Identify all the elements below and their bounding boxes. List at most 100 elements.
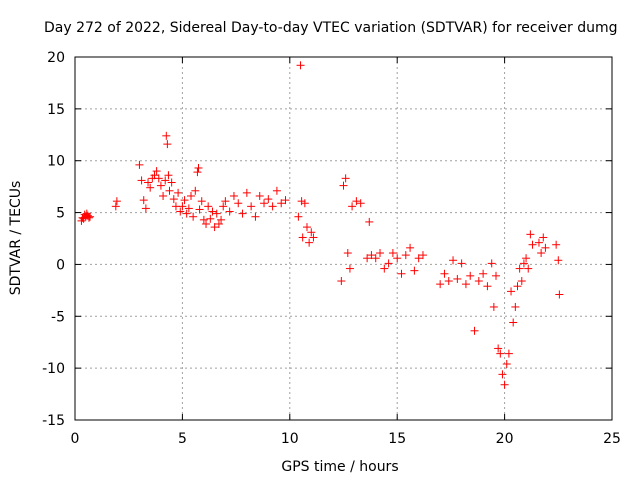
data-point: [186, 191, 195, 200]
data-point: [111, 202, 120, 211]
data-point: [449, 256, 458, 265]
data-point: [193, 168, 202, 177]
data-point: [137, 176, 146, 185]
data-point: [519, 259, 528, 268]
data-point: [345, 264, 354, 273]
data-point: [298, 233, 307, 242]
data-point: [504, 349, 513, 358]
axis-ticks: [74, 56, 613, 421]
data-point: [487, 259, 496, 268]
data-point: [522, 254, 531, 263]
data-point: [202, 219, 211, 228]
y-tick-label: -10: [42, 361, 65, 377]
chart-title: Day 272 of 2022, Sidereal Day-to-day VTE…: [44, 20, 618, 36]
data-point: [184, 204, 193, 213]
data-point: [483, 282, 492, 291]
data-point: [554, 256, 563, 265]
data-point: [294, 212, 303, 221]
data-point: [552, 240, 561, 249]
data-point: [363, 254, 372, 263]
data-point: [371, 254, 380, 263]
data-point: [86, 212, 95, 221]
data-point: [539, 233, 548, 242]
y-tick-label: -15: [42, 413, 65, 429]
data-point: [528, 240, 537, 249]
data-point: [242, 188, 251, 197]
data-point: [401, 251, 410, 260]
data-point: [214, 219, 223, 228]
data-point: [534, 238, 543, 247]
data-point: [474, 277, 483, 286]
data-point: [165, 186, 174, 195]
y-tick-label: 0: [56, 257, 65, 273]
data-point: [500, 380, 509, 389]
data-point: [167, 178, 176, 187]
plot-frame: [74, 56, 613, 421]
data-point: [515, 264, 524, 273]
data-point: [466, 271, 475, 280]
y-tick-label: -5: [51, 309, 65, 325]
data-point: [513, 282, 522, 291]
data-point: [440, 269, 449, 278]
data-point: [139, 196, 148, 205]
data-point: [436, 280, 445, 289]
x-tick-label: 25: [603, 431, 621, 447]
data-point: [161, 176, 170, 185]
data-point: [141, 204, 150, 213]
data-point: [229, 191, 238, 200]
x-tick-label: 0: [71, 431, 80, 447]
data-point: [541, 243, 550, 252]
data-point: [156, 181, 165, 190]
data-point: [461, 280, 470, 289]
data-point: [212, 209, 221, 218]
data-point: [302, 223, 311, 232]
data-point: [217, 215, 226, 224]
data-point: [164, 171, 173, 180]
data-point: [146, 183, 155, 192]
data-point: [199, 215, 208, 224]
data-point: [83, 211, 92, 220]
data-point: [268, 202, 277, 211]
data-point: [393, 254, 402, 263]
data-point: [178, 202, 187, 211]
data-point: [195, 205, 204, 214]
data-point: [169, 195, 178, 204]
y-tick-label: 5: [56, 206, 65, 222]
data-point: [197, 197, 206, 206]
data-point: [380, 264, 389, 273]
data-point: [80, 210, 89, 219]
data-point: [509, 318, 518, 327]
data-point: [555, 290, 564, 299]
data-point: [365, 217, 374, 226]
data-point: [206, 214, 215, 223]
data-point: [337, 277, 346, 286]
data-point: [154, 174, 163, 183]
data-point: [191, 186, 200, 195]
data-point: [309, 233, 318, 242]
data-point: [296, 61, 305, 70]
x-tick-label: 10: [281, 431, 299, 447]
data-point: [194, 163, 203, 172]
data-point: [189, 212, 198, 221]
data-point: [453, 274, 462, 283]
data-point: [255, 191, 264, 200]
data-point: [498, 370, 507, 379]
x-tick-label: 5: [178, 431, 187, 447]
data-point: [406, 243, 415, 252]
data-point: [238, 209, 247, 218]
data-point: [208, 207, 217, 216]
data-point: [135, 160, 144, 169]
data-point: [84, 213, 93, 222]
data-point: [174, 188, 183, 197]
grid: [75, 57, 612, 420]
data-point: [204, 202, 213, 211]
data-point: [79, 214, 88, 223]
data-point: [489, 302, 498, 311]
data-point: [511, 302, 520, 311]
data-point: [251, 212, 260, 221]
data-point: [182, 209, 191, 218]
y-tick-label: 10: [47, 154, 65, 170]
x-tick-label: 20: [496, 431, 514, 447]
data-point: [281, 196, 290, 205]
